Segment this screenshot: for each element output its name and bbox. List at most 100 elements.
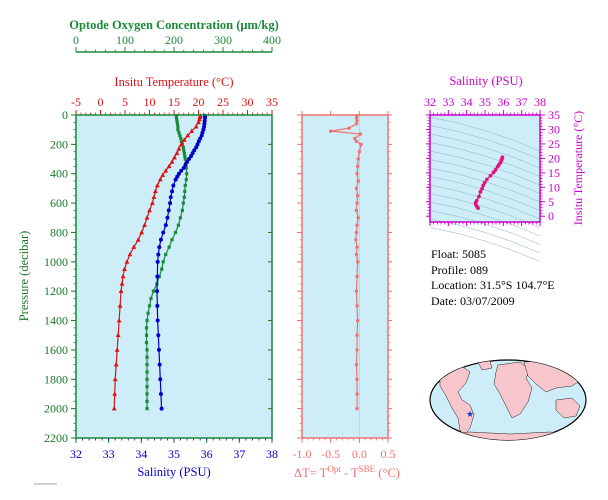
pressure-tick-label: 1000 <box>44 255 68 269</box>
temperature-point <box>169 159 175 164</box>
temperature-tick-label: 0 <box>98 95 104 109</box>
temperature-point <box>189 128 195 133</box>
salinity-tick-label: 38 <box>266 447 278 461</box>
ts-point <box>488 173 493 178</box>
salinity-point <box>176 171 181 176</box>
delta-tick-label: -1.0 <box>293 447 312 461</box>
oxygen-point <box>176 128 180 132</box>
delta-point <box>356 157 360 161</box>
ts-point <box>481 183 486 188</box>
salinity-point <box>156 347 161 352</box>
ts-x-tick-label: 36 <box>497 95 509 109</box>
delta-point <box>355 392 359 396</box>
pressure-tick-label: 2200 <box>44 431 68 445</box>
temperature-point <box>197 114 203 120</box>
delta-tick-label: -0.5 <box>321 447 340 461</box>
temperature-point <box>152 188 158 194</box>
temperature-point <box>197 116 202 122</box>
oxygen-point <box>178 133 182 138</box>
oxygen-point <box>182 148 186 152</box>
pressure-tick-label: 200 <box>50 137 68 151</box>
oxygen-point <box>176 125 180 129</box>
temperature-point <box>112 376 118 382</box>
salinity-point <box>203 115 208 120</box>
salinity-tick-label: 36 <box>201 447 213 461</box>
delta-point <box>355 164 360 169</box>
oxygen-point <box>145 385 149 389</box>
oxygen-point <box>182 151 186 155</box>
delta-plot-frame <box>301 114 389 439</box>
delta-point <box>354 230 359 235</box>
oxygen-point <box>177 131 181 135</box>
salinity-point <box>188 154 193 159</box>
oxygen-point <box>180 208 184 213</box>
ts-point <box>480 186 484 191</box>
delta-point <box>328 129 333 133</box>
temperature-point <box>144 215 150 220</box>
oxygen-point <box>179 139 183 144</box>
delta-point <box>355 260 360 264</box>
ts-point <box>484 177 489 182</box>
temperature-tick-label: 25 <box>217 95 229 109</box>
temperature-point <box>150 200 155 205</box>
ts-y-tick-label: 20 <box>548 151 560 165</box>
ts-salinity-label: Salinity (PSU) <box>449 74 522 88</box>
oxygen-point <box>145 370 149 374</box>
salinity-axis: 32 33 34 35 36 37 38 <box>70 438 278 461</box>
ts-point <box>482 180 487 185</box>
delta-series <box>328 114 363 411</box>
delta-tick-label: 0.5 <box>381 447 396 461</box>
salinity-point <box>155 274 160 279</box>
temperature-point <box>154 182 160 188</box>
density-contour <box>429 227 541 262</box>
delta-point <box>355 223 359 227</box>
ts-plot-area <box>430 115 540 222</box>
salinity-point <box>155 289 160 294</box>
temperature-point <box>166 163 172 169</box>
salinity-point <box>190 151 195 156</box>
delta-line <box>330 115 363 409</box>
delta-label-sup1: Opt <box>327 464 341 474</box>
salinity-point <box>159 406 164 411</box>
pressure-tick-label: 800 <box>50 225 68 239</box>
ts-x-tick-label: 38 <box>534 95 546 109</box>
temperature-tick-label: 20 <box>193 95 205 109</box>
oxygen-point <box>181 145 185 149</box>
oxygen-point <box>183 157 187 161</box>
delta-label-b: - T <box>341 466 359 480</box>
oxygen-point <box>145 399 149 403</box>
temperature-point <box>196 119 201 125</box>
temperature-point <box>124 259 130 264</box>
oxygen-point <box>185 172 189 176</box>
oxygen-point <box>161 260 165 264</box>
ts-point <box>493 168 498 172</box>
float-location-marker: ★ <box>466 409 474 419</box>
salinity-point <box>202 118 207 123</box>
oxygen-point <box>145 362 149 367</box>
oxygen-tick-label: 200 <box>165 33 183 47</box>
profile-number: Profile: 089 <box>431 262 488 277</box>
temperature-point <box>118 288 124 293</box>
oxygen-point <box>167 245 171 249</box>
float-info: Float: 5085 Profile: 089 Location: 31.5°… <box>431 247 555 309</box>
ts-x-tick-label: 34 <box>461 95 473 109</box>
ts-series <box>473 155 505 211</box>
delta-point <box>355 318 360 323</box>
delta-axis-label: ΔT= TOpt - TSBE (°C) <box>294 464 400 480</box>
salinity-tick-label: 35 <box>168 447 180 461</box>
ts-point <box>474 198 479 203</box>
salinity-tick-label: 33 <box>103 447 115 461</box>
temperature-point <box>142 222 147 227</box>
ts-y-tick-label: 10 <box>548 180 560 194</box>
temperature-tick-label: 10 <box>144 95 156 109</box>
delta-point <box>355 245 359 249</box>
oxygen-point <box>175 122 180 126</box>
footer-mark: ≈≈≈≈≈≈≈≈≈≈≈≈ <box>34 482 57 486</box>
oxygen-point <box>144 333 149 337</box>
density-contour <box>429 133 541 169</box>
pressure-axis-label: Pressure (decibar) <box>17 231 31 322</box>
oxygen-tick-label: 0 <box>73 33 79 47</box>
salinity-point <box>194 145 199 150</box>
